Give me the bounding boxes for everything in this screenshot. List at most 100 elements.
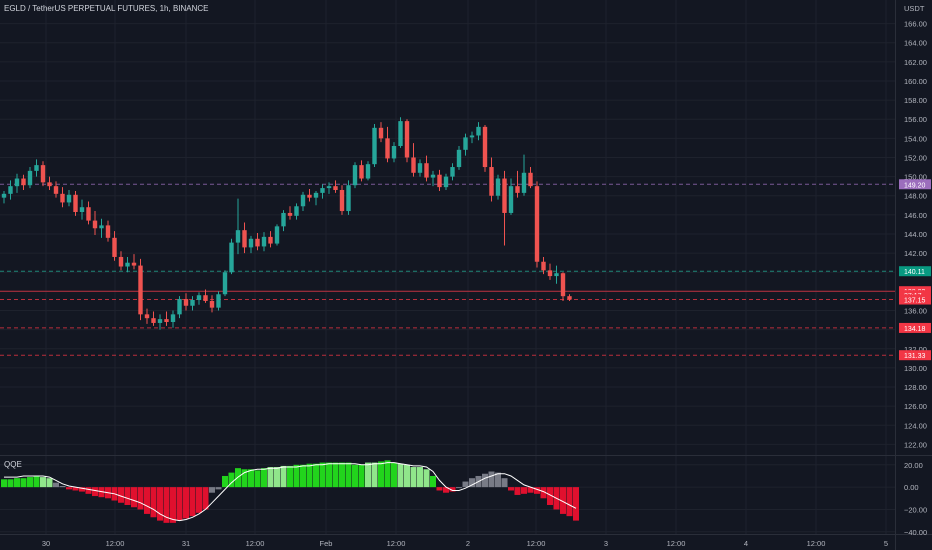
candle-body[interactable] — [294, 206, 299, 216]
candle-body[interactable] — [125, 262, 130, 267]
candle-body[interactable] — [476, 126, 481, 136]
candle-body[interactable] — [307, 194, 312, 198]
candle-body[interactable] — [521, 172, 527, 193]
candle-body[interactable] — [216, 294, 221, 308]
candle-body[interactable] — [541, 261, 546, 271]
candle-body[interactable] — [229, 242, 234, 273]
candle-body[interactable] — [222, 272, 228, 295]
candle-body[interactable] — [268, 236, 273, 244]
candle-body[interactable] — [242, 230, 247, 248]
candle-body[interactable] — [313, 192, 319, 198]
indicator-name[interactable]: QQE — [4, 460, 22, 469]
candlestick-series[interactable] — [1, 117, 572, 330]
indicator-axis[interactable]: 20.00 0.00 −20.00 −40.00 — [904, 461, 927, 537]
candle-body[interactable] — [138, 265, 143, 315]
candle-body[interactable] — [346, 185, 351, 212]
candle-body[interactable] — [411, 157, 416, 173]
candle-body[interactable] — [47, 182, 52, 187]
candle-body[interactable] — [495, 178, 501, 196]
candle-body[interactable] — [99, 225, 104, 229]
candle-body[interactable] — [73, 194, 78, 212]
candle-body[interactable] — [378, 127, 384, 139]
candle-body[interactable] — [170, 314, 176, 322]
qqe-bar — [7, 479, 14, 488]
qqe-indicator-pane[interactable] — [1, 460, 579, 523]
candle-body[interactable] — [333, 186, 338, 190]
candle-body[interactable] — [443, 176, 449, 188]
candle-body[interactable] — [235, 230, 241, 243]
candle-body[interactable] — [86, 207, 91, 221]
candle-body[interactable] — [534, 186, 540, 262]
candle-body[interactable] — [8, 186, 13, 194]
candle-body[interactable] — [112, 237, 117, 257]
candle-body[interactable] — [300, 194, 306, 207]
candle-body[interactable] — [515, 186, 520, 193]
candle-body[interactable] — [554, 273, 559, 277]
candle-body[interactable] — [40, 165, 46, 183]
candle-body[interactable] — [151, 318, 156, 323]
candle-body[interactable] — [372, 127, 377, 165]
candle-body[interactable] — [157, 319, 163, 323]
candle-body[interactable] — [177, 299, 182, 315]
symbol-title[interactable]: EGLD / TetherUS PERPETUAL FUTURES, 1h, B… — [4, 4, 209, 13]
candle-body[interactable] — [339, 190, 345, 212]
candle-body[interactable] — [567, 296, 572, 300]
time-axis[interactable]: 30 12:00 31 12:00 Feb 12:00 2 12:00 3 12:00 4 12:00… — [42, 539, 888, 548]
candle-body[interactable] — [203, 295, 208, 301]
candle-body[interactable] — [118, 256, 124, 267]
candle-body[interactable] — [482, 126, 488, 168]
candle-body[interactable] — [131, 262, 137, 266]
candle-body[interactable] — [287, 212, 293, 216]
candle-body[interactable] — [183, 299, 189, 306]
qqe-bar — [228, 472, 235, 488]
candle-body[interactable] — [261, 236, 267, 247]
candle-body[interactable] — [385, 138, 390, 159]
candle-body[interactable] — [547, 270, 553, 277]
candle-body[interactable] — [359, 165, 364, 179]
candle-body[interactable] — [21, 178, 26, 186]
qqe-bar — [53, 482, 59, 488]
candle-body[interactable] — [34, 165, 39, 171]
candle-body[interactable] — [430, 174, 436, 178]
price-axis[interactable]: 166.00 164.00 162.00 160.00 158.00 156.00 154.… — [904, 20, 927, 450]
candle-body[interactable] — [79, 207, 85, 212]
candle-body[interactable] — [209, 300, 215, 308]
candle-body[interactable] — [404, 121, 410, 158]
candle-body[interactable] — [196, 295, 202, 300]
candle-body[interactable] — [463, 137, 468, 150]
candle-body[interactable] — [450, 167, 455, 177]
candle-body[interactable] — [1, 193, 7, 198]
candle-body[interactable] — [274, 226, 280, 244]
candle-body[interactable] — [365, 164, 371, 179]
candle-body[interactable] — [66, 194, 72, 203]
candle-body[interactable] — [424, 163, 429, 178]
candle-body[interactable] — [456, 149, 462, 168]
candle-body[interactable] — [502, 178, 507, 213]
candle-body[interactable] — [391, 146, 397, 159]
candle-body[interactable] — [164, 319, 169, 322]
candle-body[interactable] — [255, 238, 260, 247]
candle-body[interactable] — [27, 170, 33, 186]
candle-body[interactable] — [469, 135, 475, 138]
candle-body[interactable] — [60, 193, 65, 203]
candle-body[interactable] — [190, 300, 195, 306]
candle-body[interactable] — [437, 174, 442, 188]
candle-body[interactable] — [14, 178, 20, 187]
candle-body[interactable] — [528, 172, 533, 187]
candle-body[interactable] — [281, 212, 286, 227]
candle-body[interactable] — [417, 163, 423, 173]
candle-body[interactable] — [352, 165, 358, 186]
candle-body[interactable] — [560, 273, 566, 297]
candle-body[interactable] — [248, 238, 254, 248]
candle-body[interactable] — [508, 186, 514, 213]
candle-body[interactable] — [92, 220, 98, 229]
candle-body[interactable] — [105, 225, 111, 238]
candle-body[interactable] — [144, 314, 150, 319]
candle-body[interactable] — [489, 167, 494, 196]
candle-body[interactable] — [326, 186, 332, 189]
candle-body[interactable] — [53, 186, 59, 194]
candle-body[interactable] — [320, 188, 325, 193]
candle-body[interactable] — [398, 121, 403, 146]
